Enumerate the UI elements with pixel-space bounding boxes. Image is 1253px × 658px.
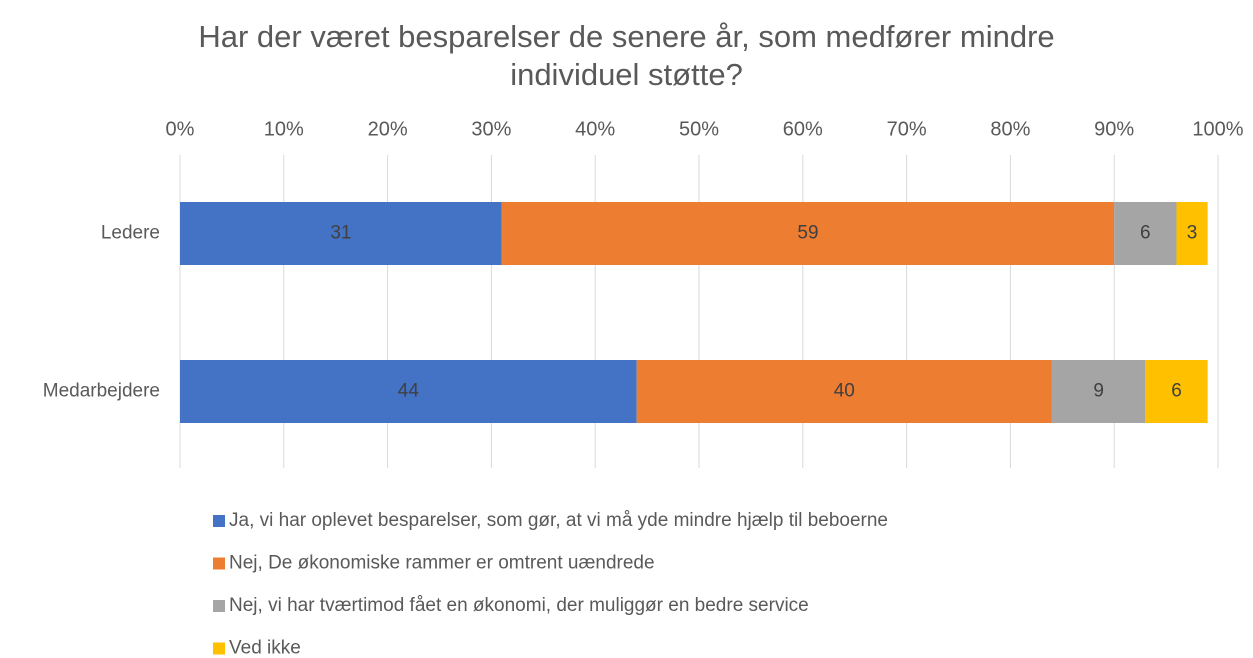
x-tick-label: 20% <box>368 118 408 140</box>
legend-label: Ved ikke <box>229 638 301 658</box>
bar-segment <box>1114 202 1177 265</box>
legend-swatch <box>213 557 225 570</box>
data-label: 3 <box>1187 223 1198 244</box>
x-tick-label: 100% <box>1192 118 1243 140</box>
legend-swatch <box>213 515 225 527</box>
data-label: 6 <box>1140 223 1151 244</box>
x-tick-label: 80% <box>990 118 1030 140</box>
data-label: 31 <box>330 223 351 244</box>
x-tick-label: 70% <box>887 118 927 140</box>
legend-label: Nej, De økonomiske rammer er omtrent uæn… <box>229 553 655 574</box>
bar-segment <box>636 360 1052 423</box>
bar-segment <box>1176 202 1208 265</box>
x-tick-label: 40% <box>575 118 615 140</box>
legend-label: Nej, vi har tværtimod fået en økonomi, d… <box>229 595 809 616</box>
bar-segment <box>501 202 1115 265</box>
x-tick-label: 50% <box>679 118 719 140</box>
title-box: Har der været besparelser de senere år, … <box>0 18 1253 94</box>
bar-segment <box>180 202 502 265</box>
bar-segment <box>1145 360 1208 423</box>
legend-label: Ja, vi har oplevet besparelser, som gør,… <box>229 510 888 531</box>
bar-segment <box>180 360 637 423</box>
chart-title: Har der været besparelser de senere år, … <box>198 19 1055 92</box>
legend-swatch <box>213 600 225 612</box>
data-label: 44 <box>398 381 420 402</box>
x-tick-label: 10% <box>264 118 304 140</box>
data-label: 9 <box>1093 381 1104 402</box>
data-label: 6 <box>1171 381 1182 402</box>
y-tick-label: Medarbejdere <box>43 381 160 402</box>
x-tick-label: 30% <box>471 118 511 140</box>
legend-swatch <box>213 642 225 655</box>
x-tick-label: 0% <box>166 118 195 140</box>
data-label: 40 <box>834 381 855 402</box>
x-tick-label: 60% <box>783 118 823 140</box>
y-tick-label: Ledere <box>101 223 160 244</box>
bar-segment <box>1051 360 1146 423</box>
data-label: 59 <box>797 223 818 244</box>
x-tick-label: 90% <box>1094 118 1134 140</box>
